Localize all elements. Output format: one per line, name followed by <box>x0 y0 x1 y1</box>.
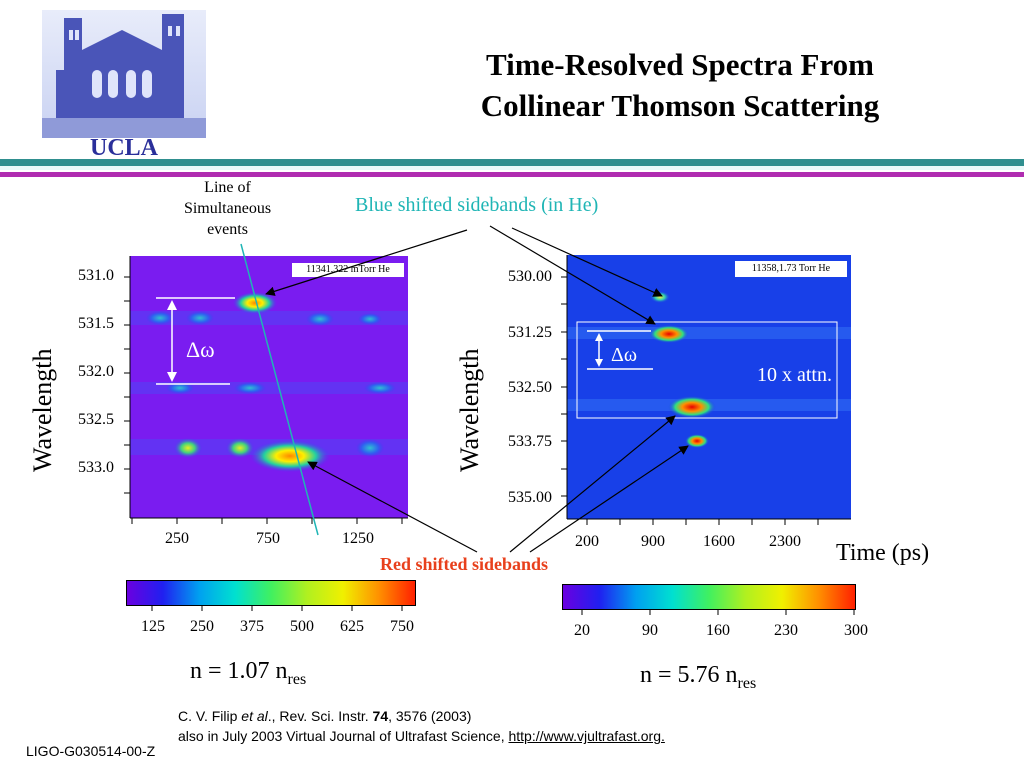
right-spectrum-plot: Δω 10 x attn. 11358,1.73 Torr He <box>567 255 851 519</box>
right-xtick-4: 2300 <box>769 533 801 550</box>
left-ytick-2: 531.5 <box>78 315 114 332</box>
blue-arrow-left <box>265 229 468 296</box>
left-axis-frame <box>124 256 408 524</box>
right-axis-frame <box>561 255 851 525</box>
red-arrow-left <box>307 461 478 553</box>
header-band-magenta <box>0 172 1024 177</box>
header-band-teal <box>0 159 1024 166</box>
citation-line-2: also in July 2003 Virtual Journal of Ult… <box>178 728 665 744</box>
left-cb-tick-4: 500 <box>290 618 314 635</box>
left-inset-label: 11341,322 mTorr He <box>292 263 404 277</box>
red-arrow-mid <box>509 415 676 553</box>
left-cb-tick-3: 375 <box>240 618 264 635</box>
left-spectrum-plot: Δω 11341,322 mTorr He <box>130 256 408 518</box>
citation-line-1: C. V. Filip et al., Rev. Sci. Instr. 74,… <box>178 708 472 724</box>
right-ytick-4: 533.75 <box>508 433 552 450</box>
right-delta-omega: Δω <box>611 344 637 366</box>
right-ytick-1: 530.00 <box>508 268 552 285</box>
right-xtick-1: 200 <box>575 533 599 550</box>
citation: C. V. Filip et al., Rev. Sci. Instr. 74,… <box>178 706 665 746</box>
right-ytick-3: 532.50 <box>508 379 552 396</box>
right-cb-tick-4: 230 <box>774 622 798 639</box>
right-xtick-2: 900 <box>641 533 665 550</box>
left-delta-omega: Δω <box>186 337 215 362</box>
right-ytick-5: 535.00 <box>508 489 552 506</box>
right-ytick-2: 531.25 <box>508 324 552 341</box>
right-density-label: n = 5.76 nres <box>640 662 757 692</box>
attn-label: 10 x attn. <box>757 364 832 386</box>
vjultrafast-link[interactable]: http://www.vjultrafast.org. <box>508 728 665 744</box>
left-ytick-1: 531.0 <box>78 267 114 284</box>
left-colorbar <box>126 580 416 606</box>
left-density-label: n = 1.07 nres <box>190 658 307 688</box>
left-cb-tick-2: 250 <box>190 618 214 635</box>
right-xtick-3: 1600 <box>703 533 735 550</box>
right-colorbar <box>562 584 856 610</box>
ucla-logo: UCLA <box>42 10 206 168</box>
logo-text: UCLA <box>90 135 159 161</box>
time-axis-label: Time (ps) <box>836 540 930 566</box>
right-cb-tick-2: 90 <box>642 622 658 639</box>
left-xtick-1: 250 <box>165 530 189 547</box>
blue-sidebands-label: Blue shifted sidebands (in He) <box>355 194 599 216</box>
left-ytick-3: 532.0 <box>78 363 114 380</box>
left-cb-tick-1: 125 <box>141 618 165 635</box>
right-inset-label: 11358,1.73 Torr He <box>735 261 847 277</box>
simultaneous-events-label: Line of Simultaneous events <box>183 179 272 238</box>
left-ytick-4: 532.5 <box>78 411 114 428</box>
left-xtick-3: 1250 <box>342 530 374 547</box>
title-line-1: Time-Resolved Spectra From <box>486 47 874 82</box>
page-title: Time-Resolved Spectra From Collinear Tho… <box>400 44 960 126</box>
right-cb-tick-3: 160 <box>706 622 730 639</box>
left-ytick-5: 533.0 <box>78 459 114 476</box>
left-xtick-2: 750 <box>256 530 280 547</box>
right-cb-tick-1: 20 <box>574 622 590 639</box>
red-arrow-right <box>529 445 689 553</box>
red-sidebands-label: Red shifted sidebands <box>380 554 549 574</box>
left-cb-tick-5: 625 <box>340 618 364 635</box>
right-colorbar-ticks <box>581 609 855 615</box>
header-band-light <box>0 166 1024 170</box>
right-cb-tick-5: 300 <box>844 622 868 639</box>
blue-arrow-right <box>511 227 663 297</box>
title-line-2: Collinear Thomson Scattering <box>480 88 880 123</box>
doc-id: LIGO-G030514-00-Z <box>26 743 156 759</box>
blue-arrow-mid <box>489 225 656 325</box>
simultaneous-line <box>240 243 319 536</box>
left-cb-tick-6: 750 <box>390 618 414 635</box>
left-colorbar-ticks <box>151 605 403 611</box>
